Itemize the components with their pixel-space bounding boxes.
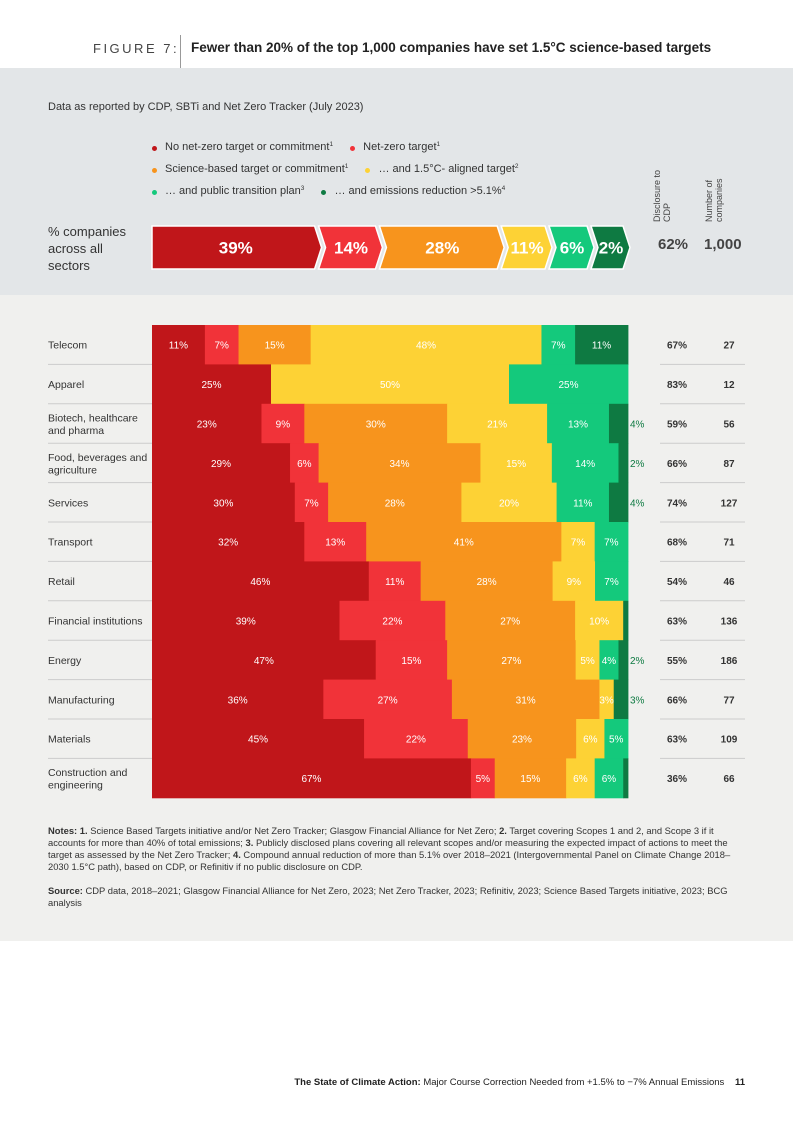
- legend-item: … and 1.5°C- aligned target 2: [365, 163, 519, 175]
- legend-dot: [152, 190, 157, 195]
- header-divider: [180, 35, 181, 68]
- legend-label: Science-based target or commitment: [165, 163, 345, 175]
- source-text: CDP data, 2018–2021; Glasgow Financial A…: [48, 885, 728, 908]
- note-text: Science Based Targets initiative and/or …: [90, 825, 497, 836]
- figure-header: FIGURE 7: Fewer than 20% of the top 1,00…: [0, 0, 793, 68]
- legend-dot: [321, 190, 327, 195]
- note-number: 2.: [499, 825, 507, 836]
- overall-row-label: % companies across all sectors: [48, 224, 127, 273]
- note-number: 3.: [245, 837, 254, 848]
- legend-footnote: 4: [501, 185, 506, 192]
- source-note: Source: CDP data, 2018–2021; Glasgow Fin…: [48, 885, 748, 909]
- legend-item: … and emissions reduction >5.1% 4: [321, 185, 505, 197]
- legend-label: … and 1.5°C- aligned target: [378, 163, 515, 175]
- legend-row-3: … and public transition plan 3 … and emis…: [152, 185, 519, 198]
- legend-row-2: Science-based target or commitment 1 … an…: [152, 163, 533, 176]
- overall-number: 1,000: [704, 236, 742, 253]
- legend-label: … and emissions reduction >5.1%: [334, 185, 502, 197]
- number-column-header: Number of companies: [704, 178, 724, 222]
- legend-dot: [350, 146, 356, 151]
- legend-footnote: 2: [514, 163, 519, 170]
- legend-dot: [152, 168, 157, 173]
- legend-label: Net-zero target: [363, 141, 437, 153]
- page-number: 11: [734, 1077, 745, 1088]
- note-text: Compound annual reduction of more than 5…: [48, 849, 731, 872]
- note-number: 4.: [232, 849, 241, 860]
- footer-doc-subtitle: Major Course Correction Needed from +1.5…: [423, 1077, 725, 1088]
- footer-doc-title: The State of Climate Action:: [294, 1077, 421, 1088]
- note-text: Target covering Scopes 1 and 2, and Scop…: [48, 825, 714, 848]
- legend-item: Science-based target or commitment 1: [152, 163, 348, 175]
- legend-footnote: 1: [329, 141, 334, 148]
- notes-label: Notes:: [48, 825, 78, 836]
- legend-footnote: 1: [436, 141, 441, 148]
- legend-row-1: No net-zero target or commitment 1 Net-ze…: [152, 141, 454, 154]
- note-number: 1.: [79, 825, 88, 836]
- legend-item: No net-zero target or commitment 1: [152, 141, 333, 153]
- legend-label: No net-zero target or commitment: [165, 141, 330, 153]
- legend-item: Net-zero target 1: [350, 141, 440, 153]
- disclosure-column-header: Disclosure to CDP: [652, 169, 672, 222]
- figure-title: Fewer than 20% of the top 1,000 companie…: [191, 40, 712, 55]
- legend-label: … and public transition plan: [165, 185, 301, 197]
- notes: Notes: 1. Science Based Targets initiati…: [48, 825, 748, 873]
- legend-item: … and public transition plan 3: [152, 185, 304, 197]
- data-source-line: Data as reported by CDP, SBTi and Net Ze…: [48, 101, 364, 113]
- legend-footnote: 1: [344, 163, 349, 170]
- overall-disclosure: 62%: [658, 236, 689, 253]
- source-label: Source:: [48, 885, 83, 896]
- legend-footnote: 3: [300, 185, 305, 192]
- page-footer: The State of Climate Action: Major Cours…: [294, 1077, 745, 1088]
- figure-label: FIGURE 7:: [93, 41, 180, 56]
- legend-dot: [365, 168, 371, 173]
- legend-dot: [152, 146, 157, 151]
- note-text: Publicly disclosed plans covering all re…: [48, 837, 728, 860]
